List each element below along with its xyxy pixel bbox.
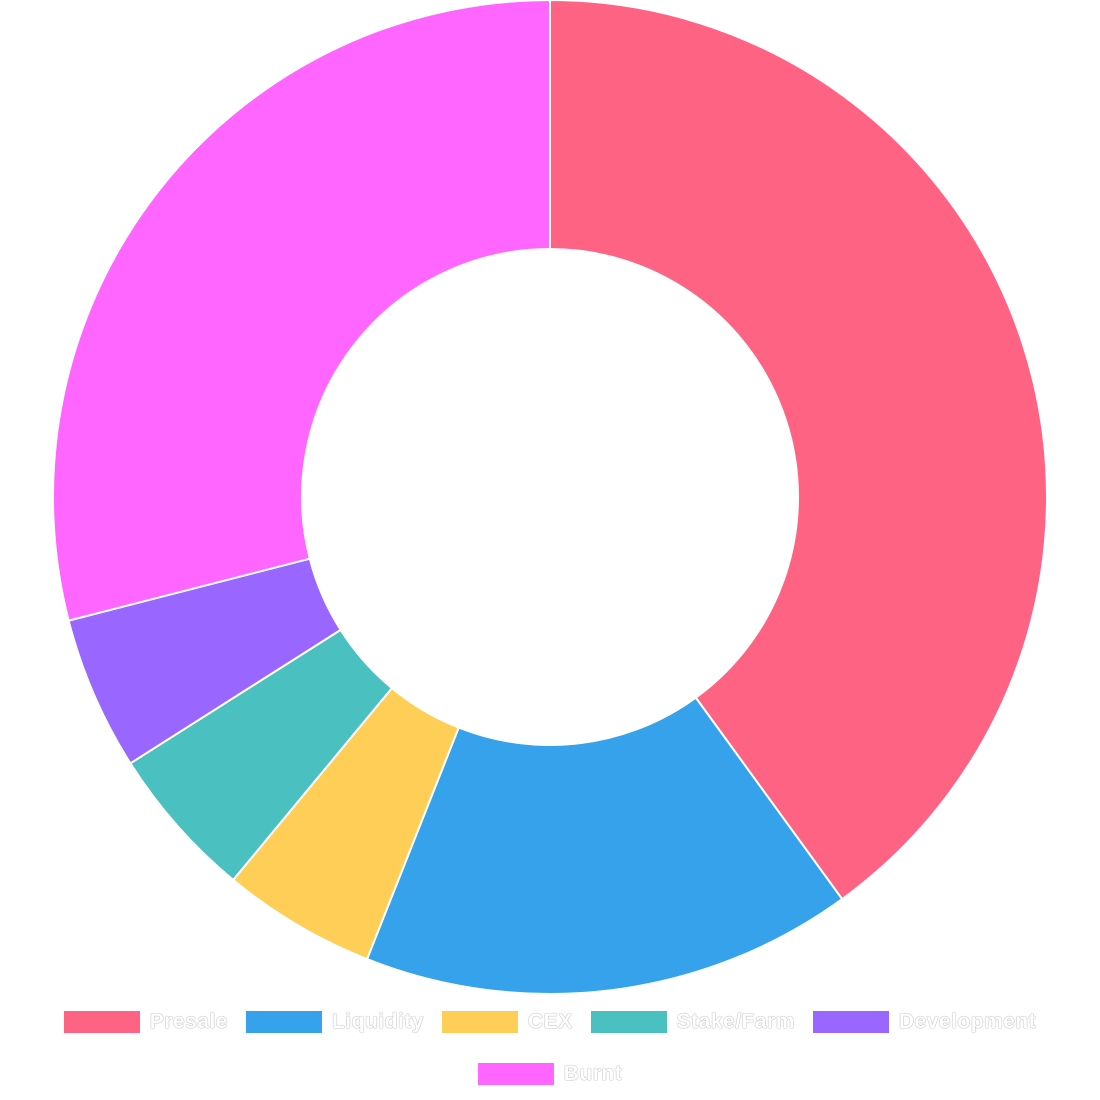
legend-item-cex[interactable]: CEX: [441, 1004, 573, 1040]
chart-legend: Presale Liquidity CEX Stake/Farm Development…: [0, 1004, 1100, 1092]
legend-swatch: [477, 1063, 554, 1085]
legend-label: Liquidity: [331, 1010, 424, 1033]
legend-item-presale[interactable]: Presale: [63, 1004, 228, 1040]
legend-item-stake-farm[interactable]: Stake/Farm: [590, 1004, 795, 1040]
legend-label: Stake/Farm: [676, 1010, 795, 1033]
legend-swatch: [590, 1011, 667, 1033]
legend-label: Development: [898, 1010, 1037, 1033]
legend-swatch: [441, 1011, 518, 1033]
legend-label: CEX: [527, 1010, 573, 1033]
legend-label: Presale: [149, 1010, 228, 1033]
legend-item-liquidity[interactable]: Liquidity: [245, 1004, 424, 1040]
slice-presale[interactable]: [549, 0, 1048, 901]
legend-label: Burnt: [563, 1062, 623, 1085]
doughnut-chart: [52, 0, 1048, 995]
legend-swatch: [245, 1011, 322, 1033]
slice-liquidity[interactable]: [365, 696, 844, 995]
legend-item-development[interactable]: Development: [812, 1004, 1037, 1040]
legend-swatch: [812, 1011, 889, 1033]
legend-item-burnt[interactable]: Burnt: [477, 1056, 623, 1092]
legend-swatch: [63, 1011, 140, 1033]
slice-burnt[interactable]: [52, 0, 551, 622]
